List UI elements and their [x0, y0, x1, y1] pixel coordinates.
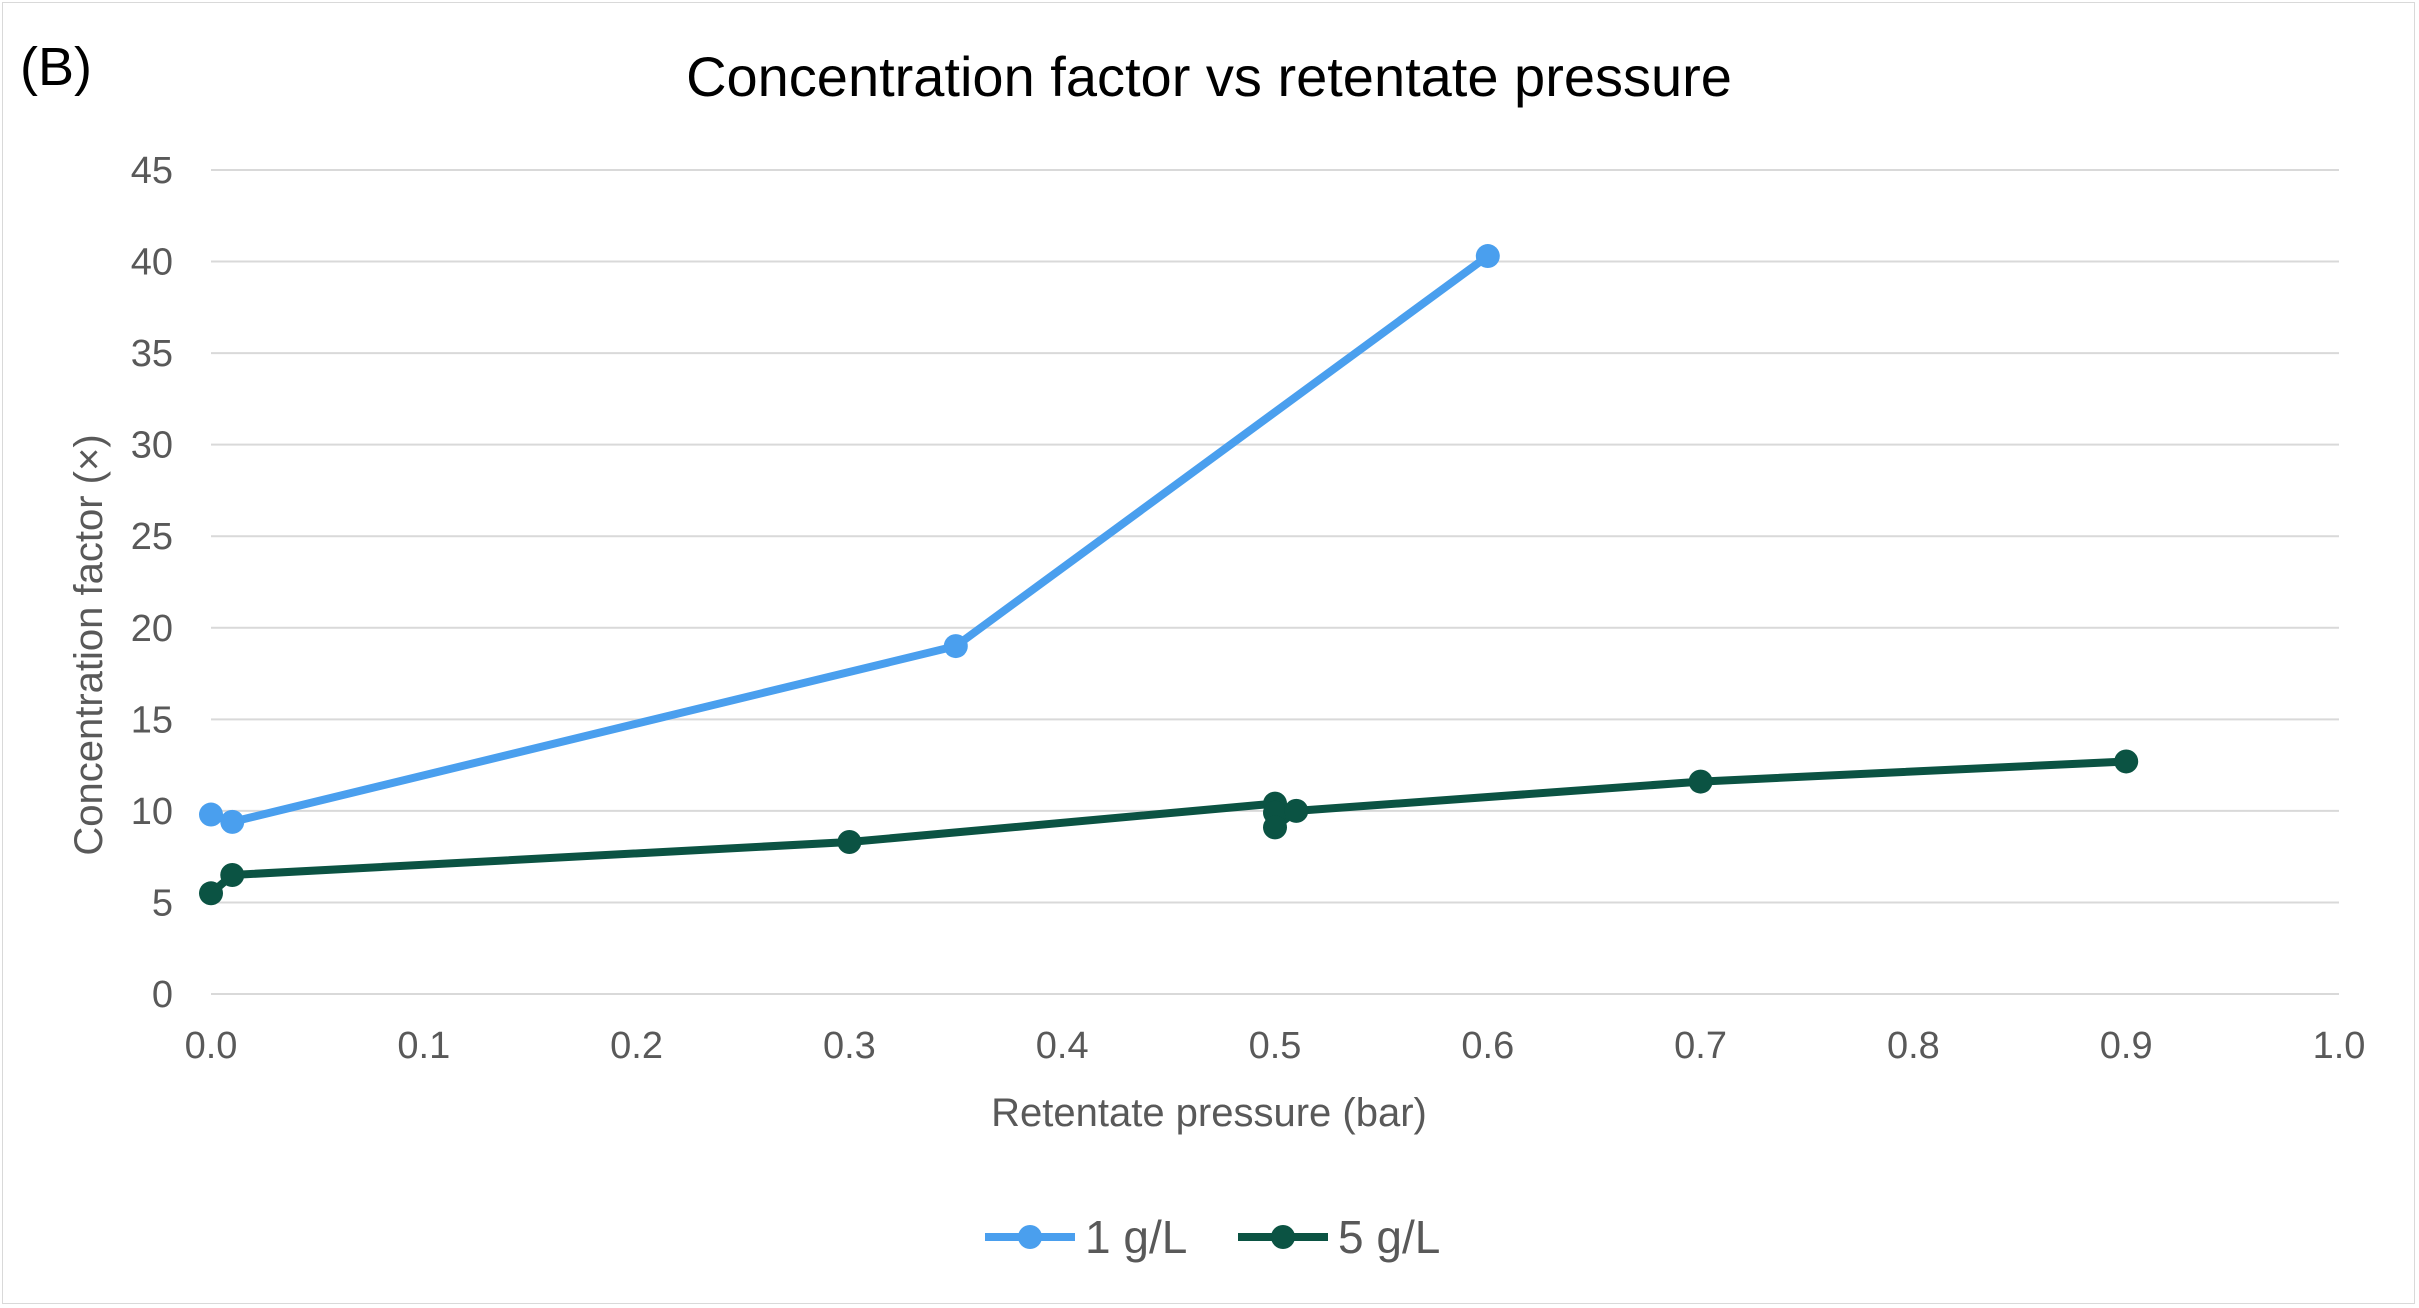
- series-line: [207, 757, 2131, 898]
- data-point: [1284, 798, 1309, 823]
- data-point: [199, 881, 223, 906]
- series-line: [207, 252, 1492, 826]
- data-point: [943, 634, 968, 659]
- y-tick-label: 45: [131, 150, 173, 192]
- legend-swatch-marker: [1018, 1225, 1042, 1249]
- y-tick-labels: 0 5 10 15 20 25 30 35 40 45: [131, 150, 173, 1016]
- legend-swatch-marker: [1271, 1225, 1295, 1249]
- chart-title: Concentration factor vs retentate pressu…: [686, 45, 1732, 108]
- series-layer: [199, 244, 2139, 906]
- x-tick-label: 1.0: [2313, 1025, 2366, 1067]
- y-tick-label: 0: [152, 974, 173, 1016]
- y-tick-label: 30: [131, 425, 173, 467]
- data-point: [2114, 749, 2139, 774]
- y-tick-label: 35: [131, 333, 173, 375]
- y-tick-label: 20: [131, 608, 173, 650]
- y-tick-label: 25: [131, 516, 173, 558]
- y-tick-label: 5: [152, 882, 173, 924]
- y-tick-label: 15: [131, 699, 173, 741]
- x-tick-label: 0.7: [1674, 1025, 1727, 1067]
- legend-item: 1 g/L: [985, 1211, 1187, 1263]
- x-tick-label: 0.4: [1036, 1025, 1089, 1067]
- y-tick-label: 40: [131, 242, 173, 284]
- x-tick-label: 0.0: [185, 1025, 238, 1067]
- x-tick-label: 0.8: [1887, 1025, 1940, 1067]
- x-tick-label: 0.9: [2100, 1025, 2153, 1067]
- series-0: [199, 244, 1500, 834]
- y-tick-label: 10: [131, 791, 173, 833]
- data-point: [199, 802, 223, 827]
- legend: 1 g/L 5 g/L: [985, 1211, 1440, 1263]
- data-point: [837, 830, 862, 855]
- data-point: [1263, 815, 1287, 840]
- y-axis-label: Concentration factor (×): [67, 434, 111, 855]
- data-point: [1475, 244, 1500, 269]
- x-tick-label: 0.6: [1461, 1025, 1514, 1067]
- x-tick-labels: 0.0 0.1 0.2 0.3 0.4 0.5 0.6 0.7 0.8 0.9 1.0: [185, 1025, 2366, 1067]
- panel-label: (B): [20, 37, 92, 97]
- x-axis-label: Retentate pressure (bar): [991, 1091, 1427, 1135]
- data-point: [220, 862, 245, 887]
- legend-item: 5 g/L: [1238, 1211, 1440, 1263]
- gridlines: [211, 169, 2339, 995]
- x-tick-label: 0.2: [610, 1025, 663, 1067]
- x-tick-label: 0.5: [1249, 1025, 1302, 1067]
- series-1: [199, 749, 2139, 906]
- data-point: [220, 809, 245, 834]
- data-point: [1688, 769, 1713, 794]
- legend-label: 5 g/L: [1338, 1211, 1440, 1263]
- x-tick-label: 0.3: [823, 1025, 876, 1067]
- legend-label: 1 g/L: [1085, 1211, 1187, 1263]
- x-tick-label: 0.1: [397, 1025, 450, 1067]
